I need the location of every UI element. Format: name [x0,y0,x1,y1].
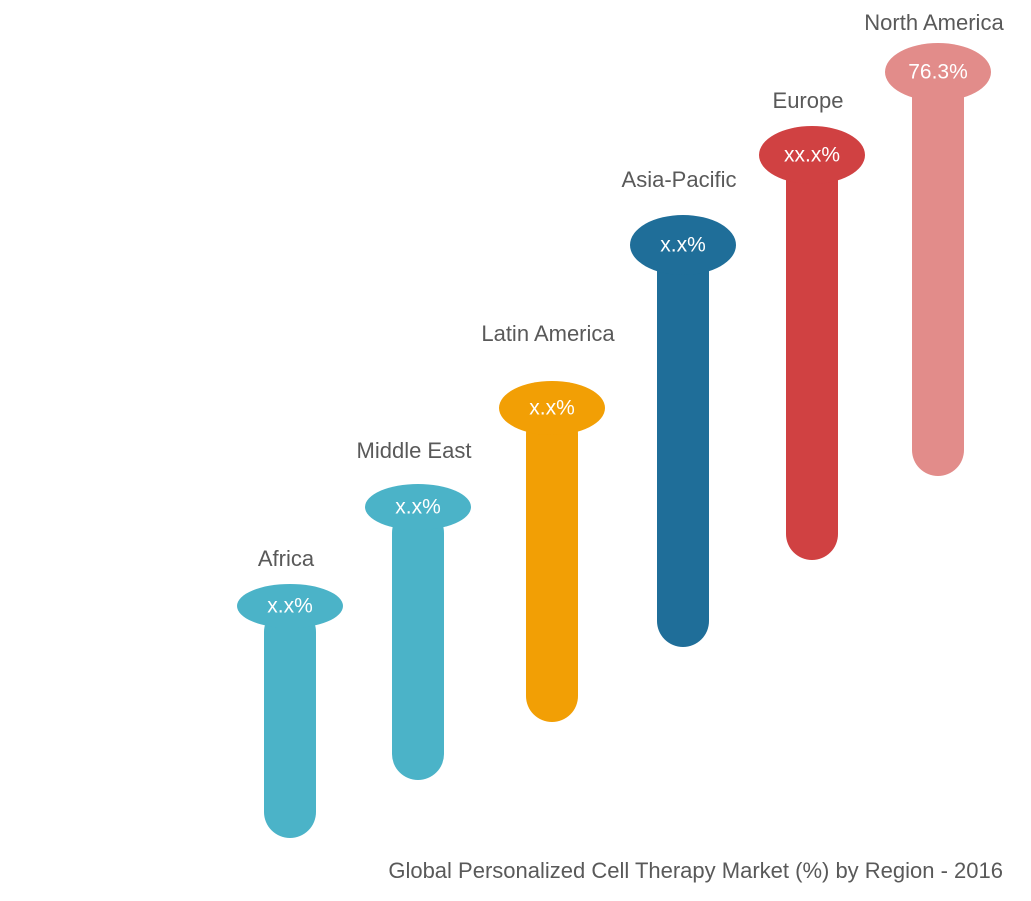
value-label: xx.x% [784,144,840,167]
value-label: 76.3% [908,61,968,84]
bubble [885,43,991,101]
bubble [499,381,605,435]
bar [786,155,838,560]
value-label: x.x% [267,595,313,618]
region-label: Latin America [481,321,615,346]
value-label: x.x% [395,496,441,519]
region-label: Middle East [357,438,472,463]
bar [657,245,709,647]
bar [392,507,444,780]
bubble [630,215,736,275]
bubble [365,484,471,530]
title: Global Personalized Cell Therapy Market … [388,858,1003,883]
region-label: Asia-Pacific [622,167,737,192]
region-label: Africa [258,546,315,571]
bar [264,606,316,838]
bubble [759,126,865,184]
value-label: x.x% [660,234,706,257]
region-label: North America [864,10,1004,35]
bar [526,408,578,722]
region-label: Europe [773,88,844,113]
bar [912,72,964,476]
value-label: x.x% [529,397,575,420]
bubble [237,584,343,628]
